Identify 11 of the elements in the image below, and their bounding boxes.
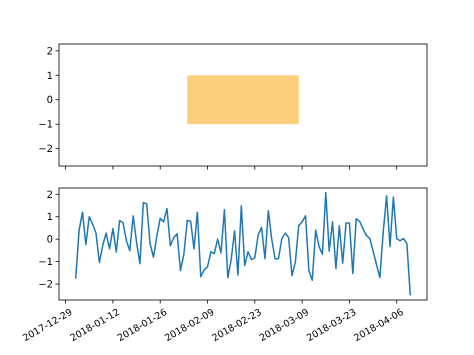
- line-series: [74, 192, 412, 296]
- y-tick-label: 0: [46, 95, 53, 106]
- y-tick-label: −2: [38, 280, 53, 291]
- y-tick-label: 0: [46, 234, 53, 246]
- y-tick-label: 1: [46, 212, 53, 224]
- y-tick-label: −1: [38, 120, 53, 131]
- y-tick-label: −2: [38, 144, 53, 156]
- y-tick-label: 2: [46, 46, 53, 58]
- y-tick-label: 1: [46, 70, 53, 82]
- y-tick-label: 2: [46, 190, 53, 201]
- y-tick-label: −1: [38, 257, 53, 268]
